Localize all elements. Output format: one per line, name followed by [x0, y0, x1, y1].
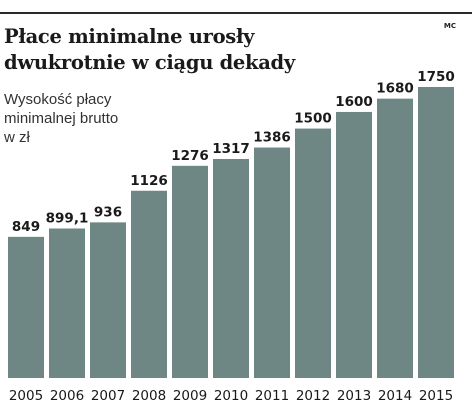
value-label-2014: 1680 [376, 81, 414, 97]
value-label-2011: 1386 [253, 130, 291, 146]
bar-2008 [131, 190, 167, 378]
category-label-2010: 2010 [214, 388, 248, 404]
bar-2011 [254, 147, 290, 378]
value-label-2013: 1600 [335, 94, 373, 110]
category-label-2013: 2013 [337, 388, 371, 404]
category-label-2015: 2015 [419, 388, 453, 404]
bar-2005 [8, 236, 44, 378]
category-label-2008: 2008 [132, 388, 166, 404]
value-label-2008: 1126 [130, 173, 168, 189]
chart-title-line-2: dwukrotnie w ciągu dekady [4, 51, 295, 74]
value-label-2005: 849 [12, 219, 40, 235]
chart-subtitle-line-1: Wysokość płacy [4, 91, 112, 108]
value-label-2006: 899,1 [46, 210, 89, 226]
category-label-2006: 2006 [50, 388, 84, 404]
chart-subtitle: Wysokość płacy minimalnej brutto w zł [4, 90, 174, 147]
category-label-2011: 2011 [255, 388, 289, 404]
value-label-2010: 1317 [212, 141, 250, 157]
credit-label: MC [443, 22, 456, 30]
chart-title: Płace minimalne urosły dwukrotnie w ciąg… [4, 24, 404, 76]
bar-2012 [295, 128, 331, 378]
value-label-2007: 936 [94, 204, 122, 220]
category-label-2009: 2009 [173, 388, 207, 404]
bar-2010 [213, 159, 249, 378]
bars-group [8, 87, 454, 378]
bar-2013 [336, 111, 372, 378]
bar-2014 [377, 98, 413, 378]
chart-subtitle-line-3: w zł [4, 129, 30, 146]
bar-2015 [418, 87, 454, 378]
value-label-2015: 1750 [417, 69, 455, 85]
top-rule [0, 12, 472, 14]
value-label-2012: 1500 [294, 111, 332, 127]
category-label-2005: 2005 [9, 388, 43, 404]
category-label-2012: 2012 [296, 388, 330, 404]
chart-subtitle-line-2: minimalnej brutto [4, 110, 119, 127]
category-label-2007: 2007 [91, 388, 125, 404]
category-label-2014: 2014 [378, 388, 412, 404]
chart-title-line-1: Płace minimalne urosły [4, 25, 255, 48]
bar-2006 [49, 228, 85, 378]
bar-2009 [172, 165, 208, 378]
bar-2007 [90, 222, 126, 378]
value-label-2009: 1276 [171, 148, 209, 164]
category-labels-group: 2005 2006 2007 2008 2009 2010 2011 2012 2013 2014… [9, 388, 453, 404]
